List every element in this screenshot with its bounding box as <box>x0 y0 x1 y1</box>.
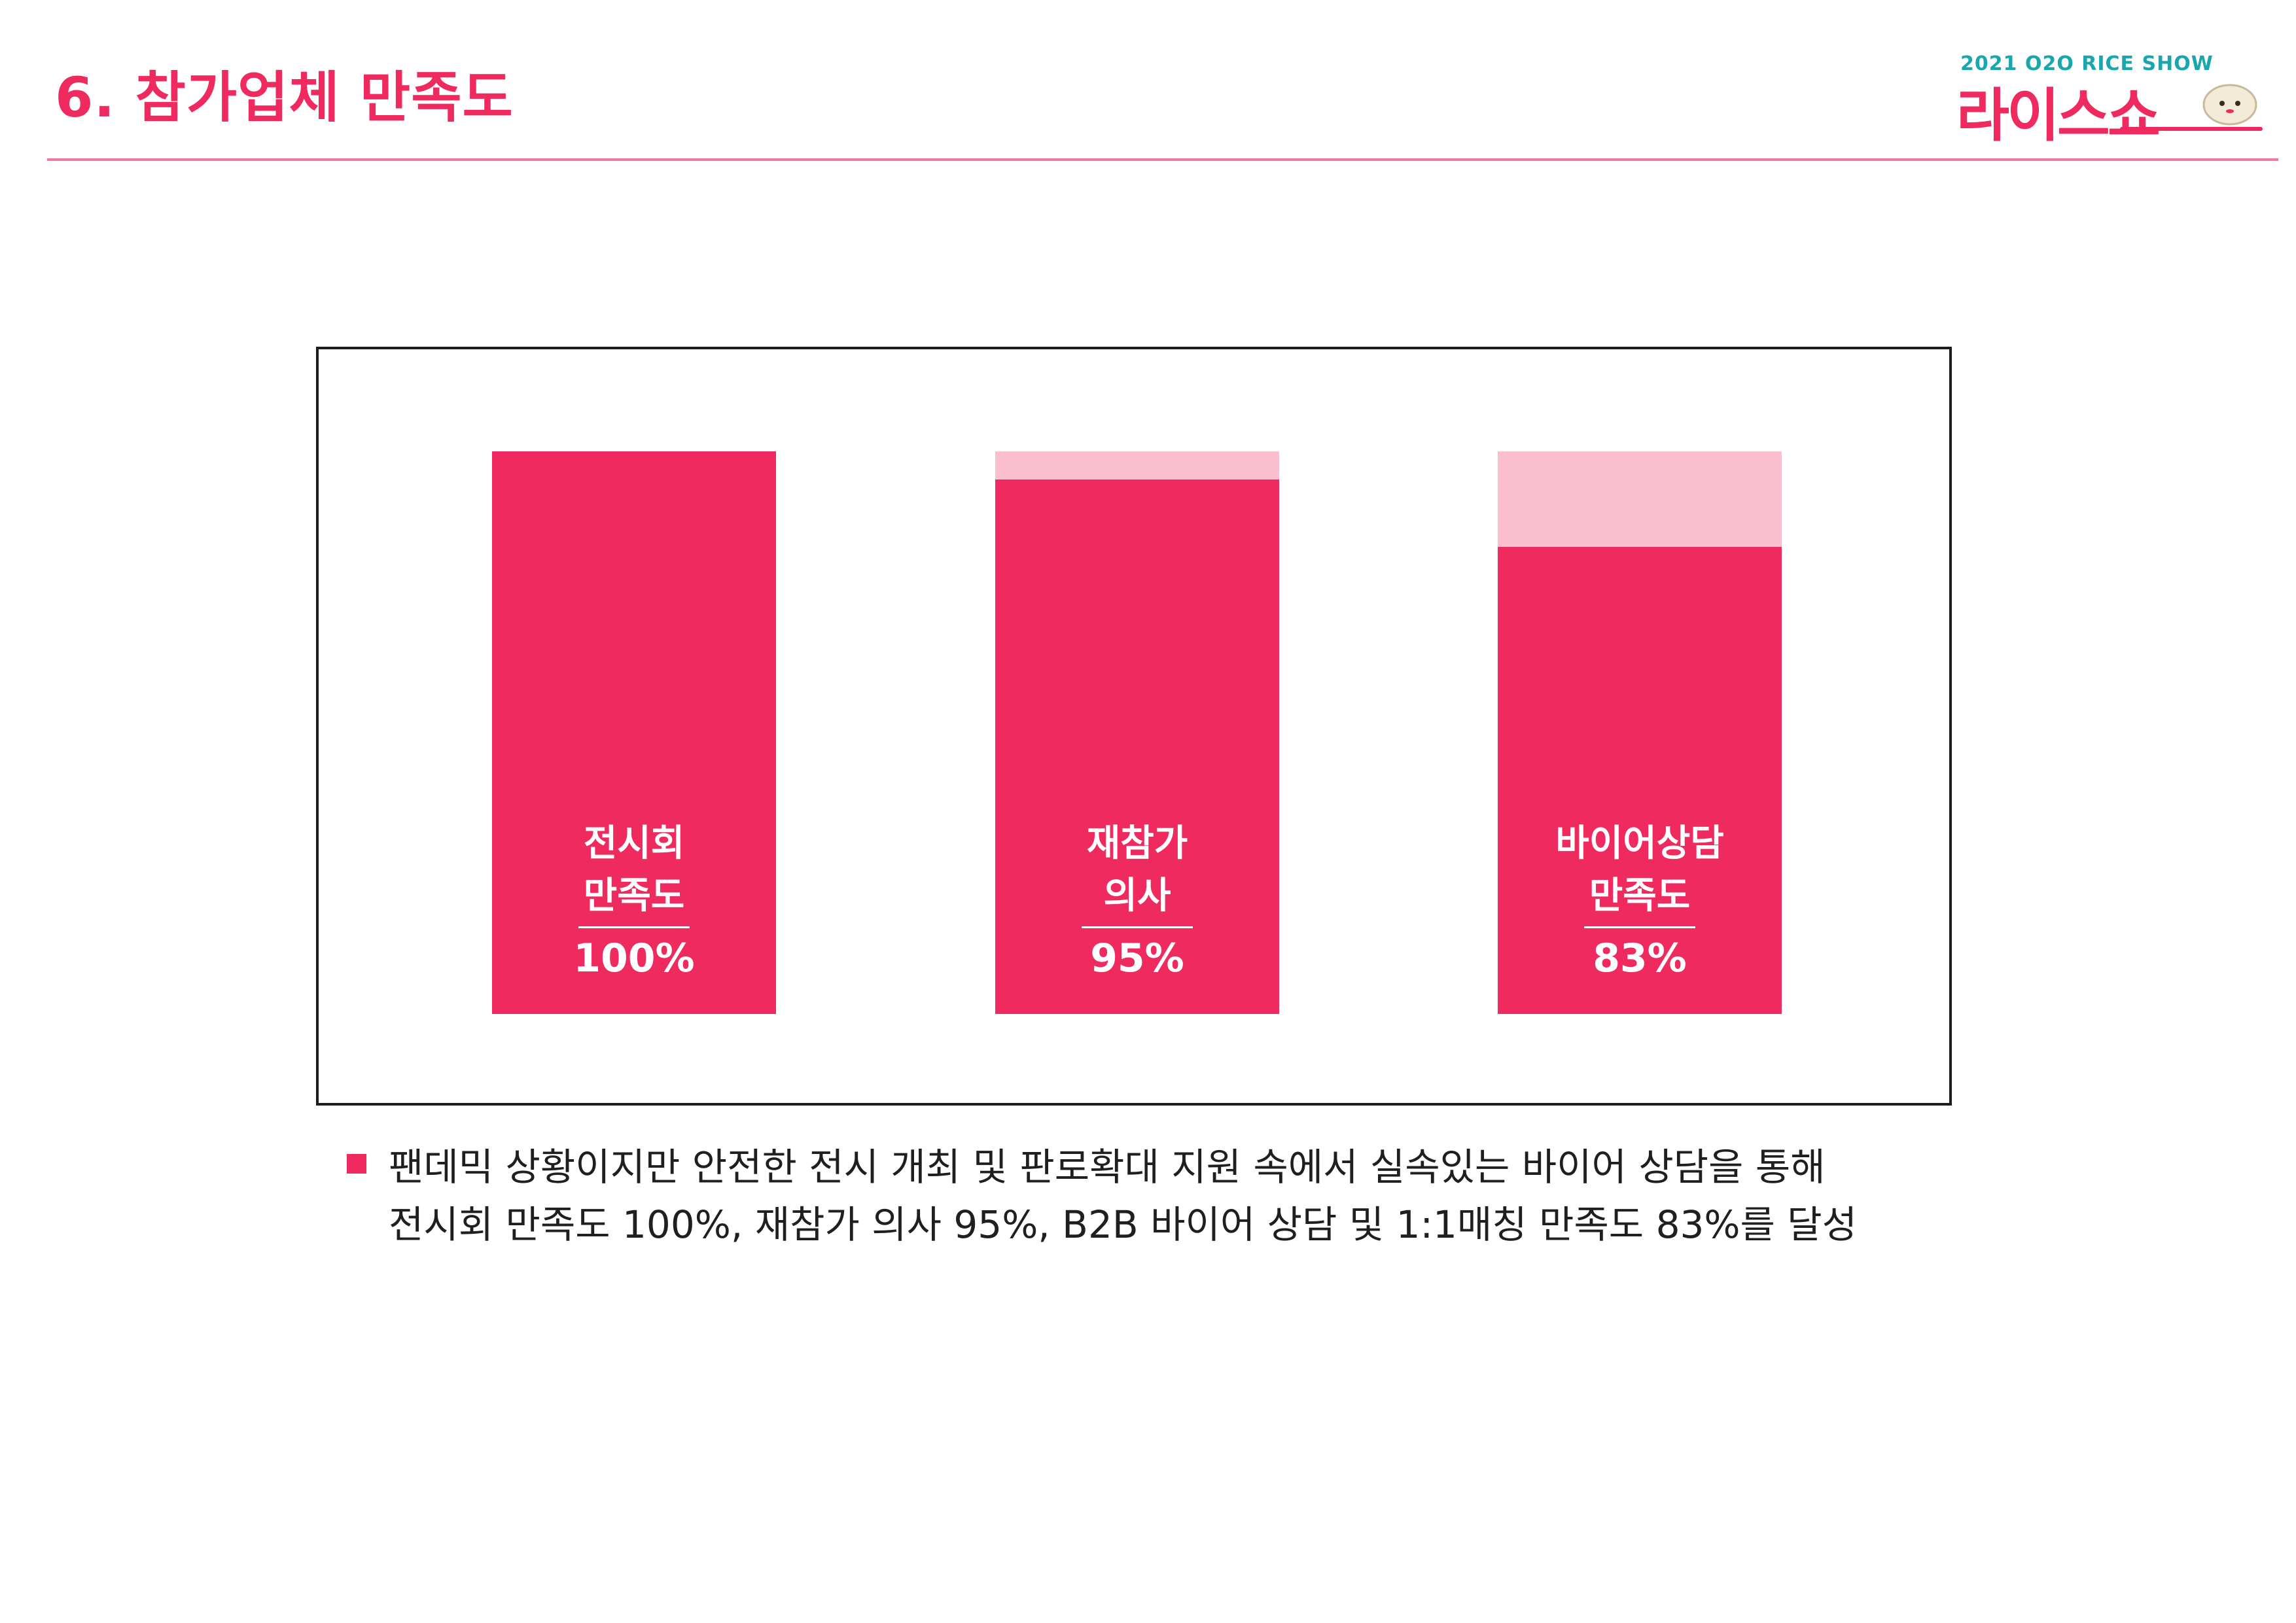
logo-subtitle: 2021 O2O RICE SHOW <box>1960 52 2214 75</box>
bar-value-label: 95% <box>1090 935 1184 981</box>
bar-label-line: 재참가 <box>1086 822 1188 865</box>
bar-fill <box>1498 547 1782 1014</box>
summary-line-2: 전시회 만족도 100%, 재참가 의사 95%, B2B 바이어 상담 및 1… <box>389 1202 1858 1247</box>
logo-wordmark: 라이스쇼 <box>1956 82 2161 149</box>
bar-fill <box>492 451 776 1014</box>
bullet-square-icon <box>347 1154 366 1174</box>
rice-ball-mascot-icon <box>2202 84 2257 126</box>
header-divider <box>47 158 2278 161</box>
bar-fill <box>995 480 1279 1014</box>
bar-label-line: 만족도 <box>1589 875 1691 917</box>
bar-value-label: 100% <box>573 935 695 981</box>
page-title: 6. 참가업체 만족도 <box>55 65 514 130</box>
bar-label-divider <box>1584 926 1695 928</box>
summary-text: 팬데믹 상황이지만 안전한 전시 개최 및 판로확대 지원 속에서 실속있는 바… <box>389 1138 1959 1253</box>
bar-label-line: 의사 <box>1103 875 1171 917</box>
logo-underline <box>2120 127 2263 131</box>
bar-value-label: 83% <box>1593 935 1687 981</box>
bar-label-line: 바이어상담 <box>1555 822 1724 865</box>
bar-label-divider <box>578 926 690 928</box>
bar-label-line: 전시회 <box>583 822 685 865</box>
summary-line-1: 팬데믹 상황이지만 안전한 전시 개최 및 판로확대 지원 속에서 실속있는 바… <box>389 1145 1826 1189</box>
rice-show-logo: 2021 O2O RICE SHOW 라이스쇼 <box>1956 52 2270 149</box>
bar-label-line: 만족도 <box>583 875 685 917</box>
bar-label-divider <box>1082 926 1193 928</box>
